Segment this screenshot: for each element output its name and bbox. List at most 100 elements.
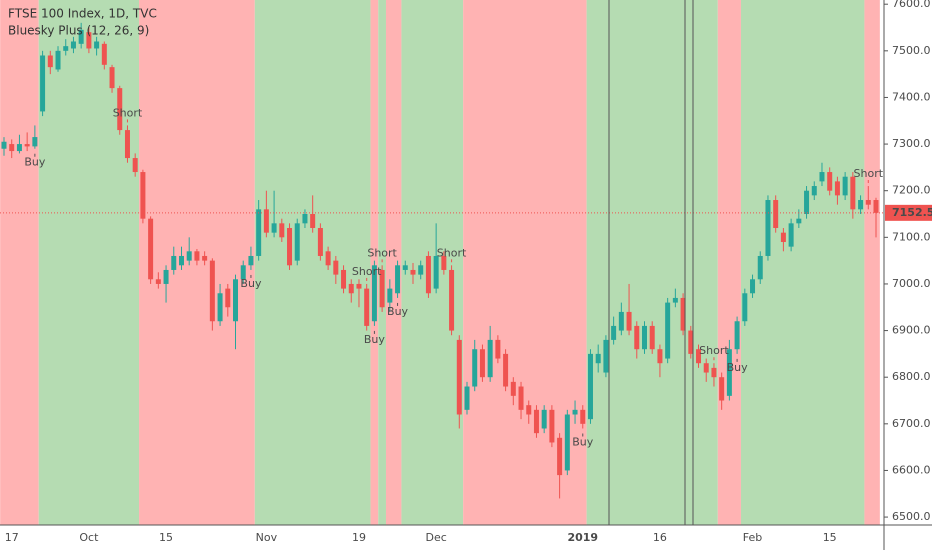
y-tick-label: 6800.0 (892, 370, 931, 383)
candle-body (834, 181, 840, 196)
candle-body (1, 141, 7, 149)
candle-body (564, 414, 570, 471)
candle-body (780, 232, 786, 242)
candle-body (533, 409, 539, 434)
candle-body (842, 176, 848, 196)
candle-body (155, 279, 161, 284)
candle-body (418, 265, 424, 275)
candle-body (518, 386, 524, 410)
candle-body (24, 144, 30, 147)
x-tick-label: 2019 (567, 531, 598, 544)
candle-body (47, 55, 53, 68)
candle-body (348, 283, 354, 294)
candle-body (40, 55, 46, 112)
candle-body (734, 321, 740, 350)
candle-body (672, 297, 678, 303)
candle-body (479, 349, 485, 378)
candle-body (256, 209, 262, 256)
candle-body (765, 200, 771, 256)
candle-body (410, 269, 416, 275)
last-price-box (885, 204, 932, 221)
candle-body (626, 311, 632, 331)
candle-body (333, 260, 339, 275)
candle-body (341, 269, 347, 289)
candle-body (194, 251, 200, 261)
signal-band (385, 0, 402, 525)
candle-body (487, 339, 493, 378)
chart-title: FTSE 100 Index, 1D, TVC (8, 7, 157, 21)
y-tick-label: 7300.0 (892, 137, 931, 150)
candle-body (549, 409, 555, 443)
candle-body (688, 330, 694, 354)
candle-body (94, 41, 100, 49)
candle-body (495, 339, 501, 359)
x-tick-label: 16 (653, 531, 667, 544)
y-tick-label: 6900.0 (892, 324, 931, 337)
candle-body (580, 409, 586, 424)
candle-body (464, 386, 470, 410)
signal-label: Buy (240, 277, 262, 290)
signal-label: Buy (387, 305, 409, 318)
candle-body (641, 325, 647, 350)
candle-body (294, 223, 300, 261)
candle-body (472, 349, 478, 387)
signal-band (401, 0, 464, 525)
candle-body (850, 176, 856, 210)
candle-body (634, 325, 640, 350)
signal-band (254, 0, 371, 525)
candle-body (595, 353, 601, 364)
signal-band (586, 0, 718, 525)
candle-body (395, 265, 401, 294)
candle-body (140, 172, 146, 219)
signal-label: Short (367, 246, 397, 259)
x-tick-label: 15 (823, 531, 837, 544)
candle-body (742, 293, 748, 322)
signal-label: Short (437, 246, 467, 259)
candle-body (148, 218, 154, 280)
mark-layer: Buy Short Buy Short Buy Short Buy Short Buy Short… (0, 22, 884, 499)
candle-body (719, 377, 725, 401)
candle-body (402, 265, 408, 270)
candle-body (124, 130, 130, 159)
candle-body (788, 223, 794, 247)
candle-body (78, 29, 84, 44)
candle-body (703, 363, 709, 373)
candle-body (271, 223, 277, 233)
candle-body (202, 255, 208, 261)
candle-body (356, 283, 362, 289)
candle-body (811, 186, 817, 196)
candle-body (858, 200, 864, 210)
candle-body (310, 214, 316, 228)
candle-body (86, 32, 92, 49)
candle-body (63, 46, 69, 51)
candle-body (865, 200, 871, 205)
candle-body (441, 255, 447, 270)
candle-body (557, 437, 563, 476)
candle-body (711, 367, 717, 378)
candle-body (217, 293, 223, 322)
y-tick-label: 7500.0 (892, 44, 931, 57)
axis-layer: 6500.0 6600.0 6700.0 6800.0 6900.0 7000.0 7100… (5, 0, 932, 544)
candle-body (117, 88, 123, 131)
candle-body (696, 349, 702, 364)
candle-body (425, 255, 431, 294)
x-tick-label: Feb (743, 531, 762, 544)
candle-body (163, 269, 169, 284)
y-tick-label: 7200.0 (892, 184, 931, 197)
candle-body (657, 349, 663, 364)
last-price-label: 7152.5 (892, 206, 932, 219)
candle-body (240, 265, 246, 280)
x-tick-label: Nov (256, 531, 278, 544)
candle-body (248, 255, 254, 266)
signal-label: Short (113, 106, 143, 119)
candle-body (618, 311, 624, 331)
signal-label: Short (699, 344, 729, 357)
y-tick-label: 7600.0 (892, 0, 931, 10)
candle-body (804, 190, 810, 215)
x-tick-label: Dec (425, 531, 446, 544)
candle-body (371, 265, 377, 322)
candle-body (225, 288, 231, 308)
candle-body (750, 279, 756, 294)
candle-body (873, 200, 879, 213)
y-tick-label: 7400.0 (892, 90, 931, 103)
